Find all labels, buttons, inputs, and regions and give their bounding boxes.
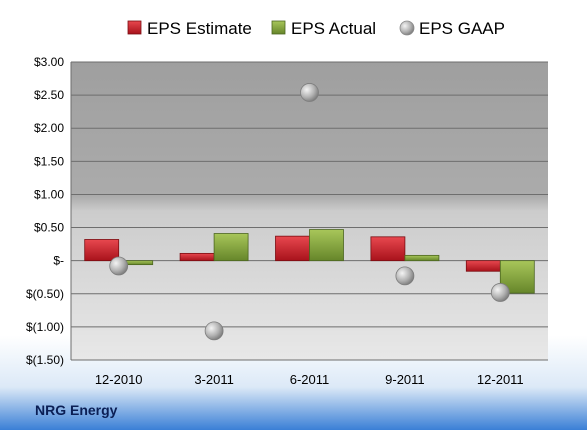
- company-name: NRG Energy: [35, 402, 118, 418]
- legend-swatch-estimate: [127, 20, 142, 35]
- y-tick-label: $0.50: [34, 221, 64, 235]
- y-tick-label: $(1.00): [26, 320, 64, 334]
- x-category-label: 12-2010: [95, 372, 143, 387]
- eps-estimate-bar: [465, 260, 501, 272]
- eps-gaap-point: [490, 283, 510, 302]
- eps-actual-bar: [213, 233, 249, 262]
- eps-gaap-point: [395, 266, 415, 286]
- legend-swatch-actual: [271, 20, 286, 35]
- y-tick-label: $-: [53, 254, 64, 268]
- eps-gaap-point: [300, 83, 319, 102]
- eps-actual-bar: [309, 229, 344, 262]
- eps-estimate-bar: [179, 252, 215, 262]
- eps-gaap-point: [109, 256, 129, 276]
- eps-gaap-point: [204, 321, 224, 341]
- eps-estimate-bar: [84, 239, 120, 262]
- plot-area: [71, 62, 548, 360]
- y-tick-label: $2.00: [34, 121, 64, 135]
- legend-label: EPS Actual: [291, 19, 376, 38]
- eps-estimate-bar: [275, 235, 310, 262]
- x-category-label: 9-2011: [385, 372, 425, 387]
- x-category-label: 6-2011: [290, 372, 330, 387]
- x-category-label: 3-2011: [194, 372, 234, 387]
- eps-estimate-bar: [370, 236, 406, 262]
- y-tick-label: $3.00: [34, 55, 64, 69]
- y-tick-label: $(1.50): [26, 353, 64, 367]
- eps-actual-bar: [404, 254, 440, 262]
- y-tick-label: $1.00: [34, 187, 64, 201]
- y-tick-label: $2.50: [34, 88, 64, 102]
- x-category-label: 12-2011: [477, 372, 524, 387]
- legend-label: EPS GAAP: [419, 19, 505, 38]
- y-tick-label: $(0.50): [26, 287, 64, 301]
- legend-label: EPS Estimate: [147, 19, 252, 38]
- legend-swatch-gaap: [399, 20, 415, 36]
- y-tick-label: $1.50: [34, 154, 64, 168]
